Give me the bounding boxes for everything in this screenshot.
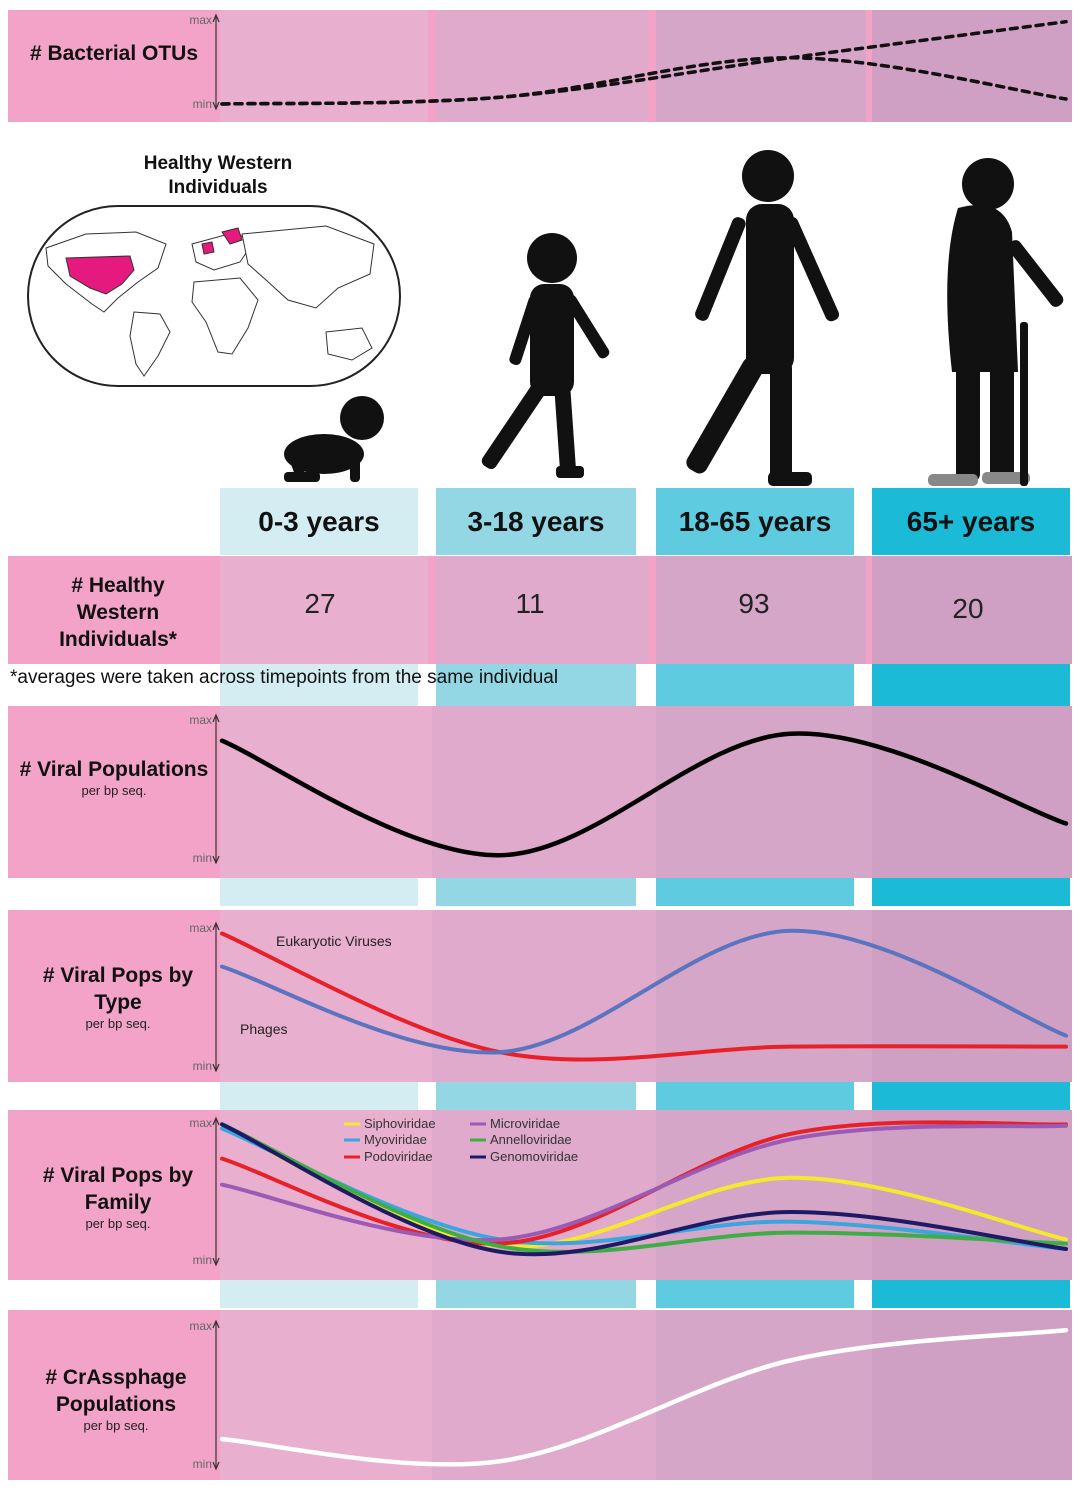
row-subtitle: per bp seq. bbox=[85, 1216, 151, 1231]
viral-populations-row: # Viral Populations per bp seq. bbox=[8, 706, 1072, 878]
color-strip bbox=[656, 1082, 854, 1110]
world-map bbox=[27, 205, 401, 387]
row-title: # Viral Pops by Family per bp seq. bbox=[28, 1162, 208, 1231]
column-bg bbox=[220, 1310, 432, 1480]
africa-shape bbox=[191, 277, 259, 355]
row-label-bg bbox=[8, 1310, 220, 1480]
row-title-text: # Viral Pops by Type bbox=[42, 964, 194, 1014]
individuals-count-row: # Healthy Western Individuals* bbox=[8, 556, 1072, 664]
count-18-65: 93 bbox=[738, 588, 770, 619]
age-header-18-65: 18-65 years bbox=[656, 488, 854, 555]
column-bg bbox=[432, 1310, 656, 1480]
column-gap bbox=[648, 10, 656, 122]
asia-shape bbox=[241, 225, 375, 309]
row-label-bg bbox=[8, 1110, 220, 1280]
column-bg bbox=[220, 706, 432, 878]
column-gap bbox=[428, 556, 436, 664]
age-header-65plus: 65+ years bbox=[872, 488, 1070, 555]
count-3-18: 11 bbox=[515, 588, 545, 619]
column-gap bbox=[866, 10, 872, 122]
australia-shape bbox=[325, 327, 373, 361]
adult-silhouette bbox=[686, 150, 840, 486]
footnote: *averages were taken across timepoints f… bbox=[10, 667, 559, 688]
row-label-bg bbox=[8, 706, 220, 878]
column-bg bbox=[872, 910, 1072, 1082]
column-bg bbox=[656, 1310, 872, 1480]
elderly-silhouette bbox=[928, 158, 1064, 486]
column-gap bbox=[866, 556, 872, 664]
color-strip bbox=[656, 664, 854, 706]
row-title: # CrAssphage Populations per bp seq. bbox=[18, 1364, 214, 1433]
column-bg bbox=[656, 910, 872, 1082]
color-strip bbox=[436, 878, 636, 906]
column-bg bbox=[220, 1110, 432, 1280]
row-title: # Viral Pops by Type per bp seq. bbox=[28, 962, 208, 1031]
column-bg bbox=[656, 1110, 872, 1280]
age-silhouettes bbox=[284, 150, 1064, 486]
count-65plus: 20 bbox=[952, 593, 984, 624]
column-bg bbox=[432, 706, 656, 878]
color-strip bbox=[872, 1082, 1070, 1110]
row-title: # Healthy Western Individuals* bbox=[59, 574, 177, 651]
column-bg bbox=[436, 556, 648, 664]
europe-highlight bbox=[201, 227, 243, 255]
row-subtitle: per bp seq. bbox=[81, 783, 147, 798]
row-title-text: # Viral Populations bbox=[19, 758, 209, 781]
column-bg bbox=[872, 10, 1072, 122]
row-title: # Viral Populations per bp seq. bbox=[8, 756, 220, 798]
column-bg bbox=[872, 1110, 1072, 1280]
column-bg bbox=[656, 706, 872, 878]
column-bg bbox=[656, 10, 866, 122]
column-bg bbox=[220, 556, 428, 664]
row-label-bg bbox=[8, 556, 220, 664]
color-strip bbox=[220, 664, 418, 706]
baby-silhouette bbox=[284, 396, 384, 482]
child-silhouette bbox=[481, 233, 610, 478]
crassphage-row: # CrAssphage Populations per bp seq. bbox=[8, 1310, 1072, 1480]
row-subtitle: per bp seq. bbox=[85, 1016, 151, 1031]
bacterial-otus-row: # Bacterial OTUs bbox=[8, 10, 1072, 122]
age-header-3-18: 3-18 years bbox=[436, 488, 636, 555]
column-bg bbox=[432, 910, 656, 1082]
map-title: Healthy Western Individuals bbox=[143, 153, 293, 198]
color-strip bbox=[656, 878, 854, 906]
row-title: # Bacterial OTUs bbox=[29, 42, 199, 65]
column-bg bbox=[220, 10, 428, 122]
color-strip bbox=[872, 664, 1070, 706]
count-0-3: 27 bbox=[304, 588, 336, 619]
row-title-text: # CrAssphage Populations bbox=[45, 1366, 187, 1416]
column-bg bbox=[872, 706, 1072, 878]
column-bg bbox=[872, 1310, 1072, 1480]
usa-highlight bbox=[65, 255, 135, 295]
column-gap bbox=[648, 556, 656, 664]
column-bg bbox=[872, 556, 1072, 664]
color-strip bbox=[656, 1280, 854, 1308]
color-strip bbox=[436, 1082, 636, 1110]
column-bg bbox=[436, 10, 648, 122]
column-bg bbox=[656, 556, 866, 664]
viral-pops-type-row: # Viral Pops by Type per bp seq. bbox=[8, 910, 1072, 1082]
row-label-bg bbox=[8, 910, 220, 1082]
row-subtitle: per bp seq. bbox=[83, 1418, 149, 1433]
row-title-text: # Viral Pops by Family bbox=[42, 1164, 194, 1214]
column-bg bbox=[220, 910, 432, 1082]
row-label-bg bbox=[8, 10, 220, 122]
column-bg bbox=[432, 1110, 656, 1280]
color-strip bbox=[220, 1280, 418, 1308]
color-strip bbox=[220, 878, 418, 906]
color-strip bbox=[872, 1280, 1070, 1308]
color-strip bbox=[220, 1082, 418, 1110]
column-gap bbox=[428, 10, 436, 122]
color-strip bbox=[436, 664, 636, 706]
color-strip bbox=[872, 878, 1070, 906]
viral-pops-family-row: # Viral Pops by Family per bp seq. bbox=[8, 1110, 1072, 1280]
color-strip bbox=[436, 1280, 636, 1308]
age-header-0-3: 0-3 years bbox=[220, 488, 418, 555]
south-america-shape bbox=[129, 311, 171, 377]
